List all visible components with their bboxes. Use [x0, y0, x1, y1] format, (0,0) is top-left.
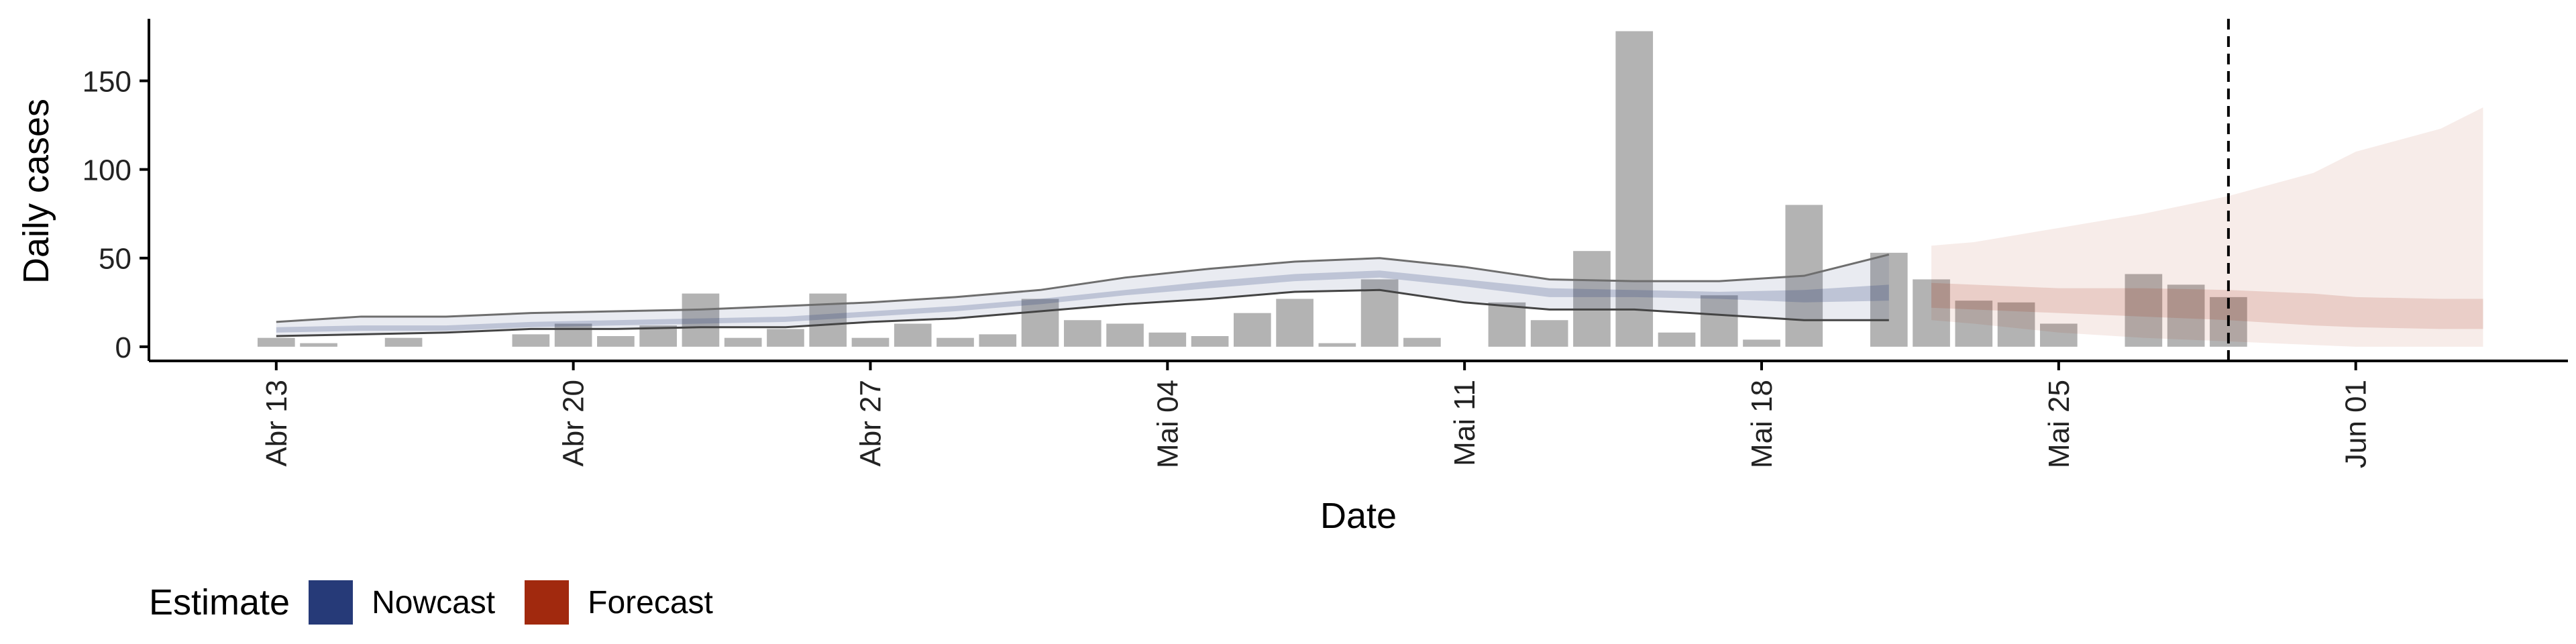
x-tick-label: Mai 25: [2043, 380, 2076, 468]
y-tick-label: 150: [83, 65, 131, 98]
case-bar: [724, 337, 762, 347]
case-bar: [1234, 313, 1271, 347]
case-bar: [1955, 301, 1993, 347]
upper-90-line-nowcast: [276, 253, 1890, 323]
x-axis-label: Date: [1320, 496, 1397, 536]
case-bar: [300, 343, 337, 347]
case-bar: [2167, 284, 2205, 347]
estimate-ribbons: [276, 107, 2483, 347]
case-bar: [1997, 302, 2035, 347]
legend-key-nowcast: [309, 580, 354, 625]
case-bar: [979, 334, 1017, 347]
x-tick-label: Mai 18: [1746, 380, 1778, 468]
case-bar: [1276, 299, 1313, 347]
x-tick-label: Abr 13: [260, 380, 293, 467]
case-bar: [1488, 302, 1526, 347]
case-bar: [1913, 279, 1950, 347]
x-tick-label: Mai 04: [1151, 380, 1184, 468]
case-bar: [384, 337, 423, 347]
legend-key-forecast: [525, 580, 570, 625]
case-bar: [1870, 252, 1908, 347]
case-bar: [2125, 274, 2163, 347]
case-bar: [512, 334, 550, 347]
y-tick-label: 0: [115, 331, 131, 364]
legend: Estimate Nowcast Forecast: [149, 576, 743, 629]
band-90-nowcast: [276, 254, 1889, 337]
case-bar: [1318, 343, 1356, 347]
x-tick-label: Mai 11: [1448, 380, 1481, 466]
case-bar: [554, 323, 592, 347]
case-bar: [1403, 337, 1441, 347]
case-bar: [1021, 299, 1059, 347]
y-axis-label: Daily cases: [16, 99, 56, 284]
axes: 0 50 100 150 Abr 13 Abr 20 Abr 27 Mai 04 Mai 11 M…: [83, 19, 2568, 468]
case-bar: [597, 336, 635, 347]
chart: 0 50 100 150 Abr 13 Abr 20 Abr 27 Mai 04 Mai 11 M…: [16, 19, 2568, 536]
case-bar: [809, 293, 847, 347]
case-bar: [257, 337, 295, 347]
lower-90-line-nowcast: [276, 288, 1889, 337]
case-bar: [936, 337, 974, 347]
case-bar: [767, 329, 804, 347]
y-tick-label: 100: [83, 154, 131, 187]
x-tick-label: Abr 20: [557, 380, 590, 467]
case-bar: [1063, 320, 1102, 347]
case-bar: [1191, 336, 1229, 347]
legend-title: Estimate: [149, 582, 290, 623]
case-bar: [1615, 31, 1654, 347]
legend-label-forecast: Forecast: [588, 584, 713, 621]
case-bar: [2040, 323, 2078, 347]
case-bar: [1743, 339, 1780, 347]
case-bar: [1700, 295, 1738, 347]
x-tick-label: Abr 27: [854, 380, 887, 467]
case-bar: [682, 293, 720, 347]
legend-label-nowcast: Nowcast: [372, 584, 496, 621]
y-tick-label: 50: [99, 243, 131, 276]
case-bar: [1573, 251, 1611, 347]
case-bar: [1658, 332, 1696, 347]
case-bar: [1148, 332, 1187, 347]
band-50-forecast: [1931, 282, 2483, 329]
case-bar: [1530, 320, 1568, 347]
x-tick-label: Jun 01: [2340, 380, 2373, 468]
case-bar: [851, 337, 890, 347]
reported-cases-bars: [257, 31, 2247, 347]
case-bar: [894, 323, 932, 347]
band-50-nowcast: [276, 270, 1889, 333]
band-90-forecast: [1931, 107, 2483, 347]
case-bar: [1106, 323, 1144, 347]
